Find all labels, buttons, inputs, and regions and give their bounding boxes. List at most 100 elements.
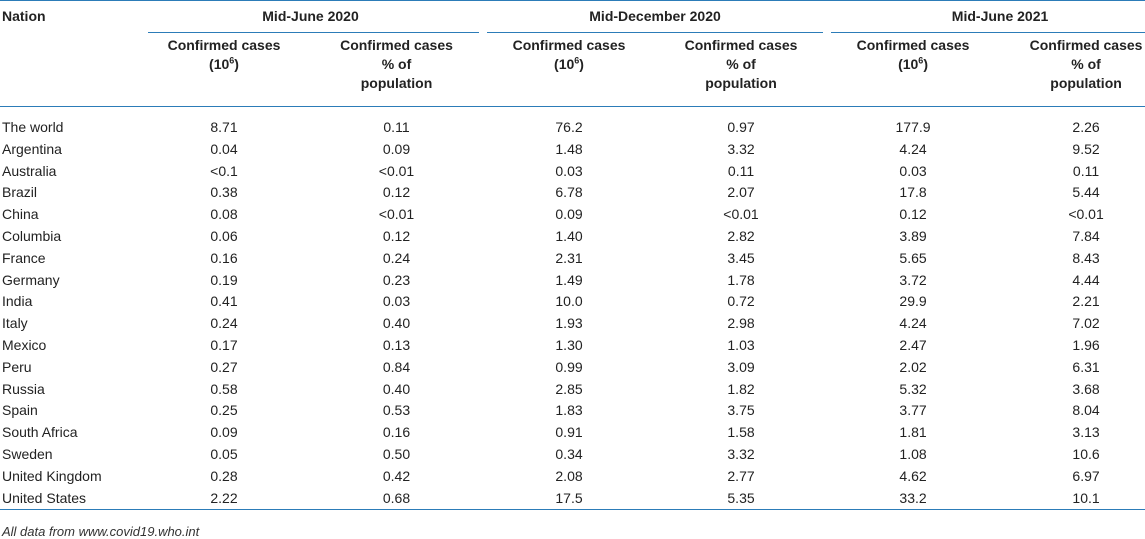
value-cell: 2.07 xyxy=(727,184,755,201)
value-cell: 17.8 xyxy=(899,184,927,201)
value-cell: 0.09 xyxy=(210,424,238,441)
table-row: United States 2.22 0.68 17.5 5.35 33.2 10.1 xyxy=(0,488,1145,510)
nation-cell: Argentina xyxy=(2,140,62,157)
table-row: United Kingdom 0.28 0.42 2.08 2.77 4.62 6.97 xyxy=(0,466,1145,488)
nation-cell: China xyxy=(2,206,39,223)
table-row: Italy 0.24 0.40 1.93 2.98 4.24 7.02 xyxy=(0,313,1145,335)
value-cell: 0.50 xyxy=(382,445,411,462)
value-cell: 2.82 xyxy=(727,227,755,244)
value-cell: 0.68 xyxy=(382,489,411,506)
value-cell: 0.05 xyxy=(210,445,238,462)
value-cell: 10.1 xyxy=(1072,489,1100,506)
value-cell: 5.32 xyxy=(899,380,927,397)
value-cell: 0.24 xyxy=(382,249,411,266)
value-cell: 0.08 xyxy=(210,206,238,223)
group-header-june-2020: Mid-June 2020 xyxy=(138,0,484,33)
table-row: China 0.08 <0.01 0.09 <0.01 0.12 <0.01 xyxy=(0,204,1145,226)
value-cell: 3.32 xyxy=(727,140,755,157)
value-cell: 0.03 xyxy=(382,293,411,310)
value-cell: 0.91 xyxy=(555,424,583,441)
value-cell: 0.12 xyxy=(382,184,411,201)
value-cell: <0.01 xyxy=(723,206,759,223)
value-cell: 0.13 xyxy=(382,336,411,353)
sub-header-line: % of xyxy=(1071,56,1101,72)
value-cell: 8.04 xyxy=(1072,402,1100,419)
value-cell: 0.23 xyxy=(382,271,411,288)
nation-cell: Mexico xyxy=(2,336,47,353)
value-cell: 2.77 xyxy=(727,467,755,484)
value-cell: 7.02 xyxy=(1072,315,1100,332)
sub-header-percent-population: Confirmed cases % of population xyxy=(999,33,1145,107)
value-cell: 0.58 xyxy=(210,380,238,397)
value-cell: 2.47 xyxy=(899,336,927,353)
sub-header-line: Confirmed cases xyxy=(512,37,626,53)
value-cell: <0.01 xyxy=(378,162,415,179)
value-cell: 1.08 xyxy=(899,445,927,462)
value-cell: 0.42 xyxy=(382,467,411,484)
value-cell: 2.98 xyxy=(727,315,755,332)
value-cell: 0.04 xyxy=(210,140,238,157)
value-cell: 4.62 xyxy=(899,467,927,484)
table-row: France 0.16 0.24 2.31 3.45 5.65 8.43 xyxy=(0,248,1145,270)
spacer-row xyxy=(0,107,1145,118)
value-cell: 0.11 xyxy=(1072,162,1100,179)
value-cell: 0.11 xyxy=(383,119,410,135)
table-row: Peru 0.27 0.84 0.99 3.09 2.02 6.31 xyxy=(0,357,1145,379)
sub-header-line: ) xyxy=(579,56,584,72)
spacer-cell xyxy=(0,107,1145,118)
value-cell: 0.34 xyxy=(555,445,583,462)
value-cell: 1.03 xyxy=(727,336,755,353)
value-cell: 3.72 xyxy=(899,271,927,288)
value-cell: 0.11 xyxy=(727,162,755,179)
value-cell: 1.82 xyxy=(727,380,755,397)
group-header-label: Mid-June 2020 xyxy=(262,8,359,24)
value-cell: 0.09 xyxy=(555,206,583,223)
value-cell: 1.58 xyxy=(727,424,755,441)
value-cell: 0.24 xyxy=(210,315,238,332)
value-cell: 2.31 xyxy=(555,249,583,266)
value-cell: 2.22 xyxy=(210,489,238,506)
value-cell: 10.6 xyxy=(1072,445,1100,462)
value-cell: 2.08 xyxy=(555,467,583,484)
nation-cell: United States xyxy=(2,489,87,506)
group-header-december-2020: Mid-December 2020 xyxy=(483,0,828,33)
value-cell: 76.2 xyxy=(555,119,583,135)
table-row: Sweden 0.05 0.50 0.34 3.32 1.08 10.6 xyxy=(0,444,1145,466)
value-cell: 3.13 xyxy=(1072,424,1100,441)
value-cell: 3.75 xyxy=(727,402,755,419)
value-cell: 4.24 xyxy=(899,315,927,332)
table-row: Argentina 0.04 0.09 1.48 3.32 4.24 9.52 xyxy=(0,139,1145,161)
value-cell: 1.49 xyxy=(555,271,583,288)
value-cell: 0.40 xyxy=(382,315,411,332)
sub-header-percent-population: Confirmed cases % of population xyxy=(310,33,484,107)
value-cell: 177.9 xyxy=(895,119,931,135)
value-cell: 3.68 xyxy=(1072,380,1100,397)
value-cell: 8.43 xyxy=(1072,249,1100,266)
value-cell: 0.03 xyxy=(899,162,927,179)
nation-cell: Peru xyxy=(2,358,32,375)
nation-cell: The world xyxy=(2,119,64,135)
value-cell: 4.44 xyxy=(1072,271,1100,288)
table-row: India 0.41 0.03 10.0 0.72 29.9 2.21 xyxy=(0,291,1145,313)
value-cell: 7.84 xyxy=(1072,227,1100,244)
value-cell: <0.01 xyxy=(1068,206,1104,223)
footnote: All data from www.covid19.who.int xyxy=(2,524,200,539)
value-cell: <0.01 xyxy=(378,206,415,223)
value-cell: 0.27 xyxy=(210,358,238,375)
sub-header-line: population xyxy=(1050,75,1122,91)
group-header-label: Mid-December 2020 xyxy=(589,8,721,24)
table-row: Germany 0.19 0.23 1.49 1.78 3.72 4.44 xyxy=(0,270,1145,292)
sub-header-line: % of xyxy=(726,56,756,72)
nation-cell: France xyxy=(2,249,46,266)
value-cell: 1.93 xyxy=(555,315,583,332)
value-cell: 2.02 xyxy=(899,358,927,375)
value-cell: 6.31 xyxy=(1072,358,1100,375)
value-cell: 3.45 xyxy=(727,249,755,266)
nation-cell: Brazil xyxy=(2,184,38,201)
nation-cell: Columbia xyxy=(2,227,62,244)
value-cell: 0.72 xyxy=(727,293,755,310)
value-cell: 2.85 xyxy=(555,380,583,397)
value-cell: 0.12 xyxy=(899,206,927,223)
sub-header-line: (10 xyxy=(554,56,575,72)
